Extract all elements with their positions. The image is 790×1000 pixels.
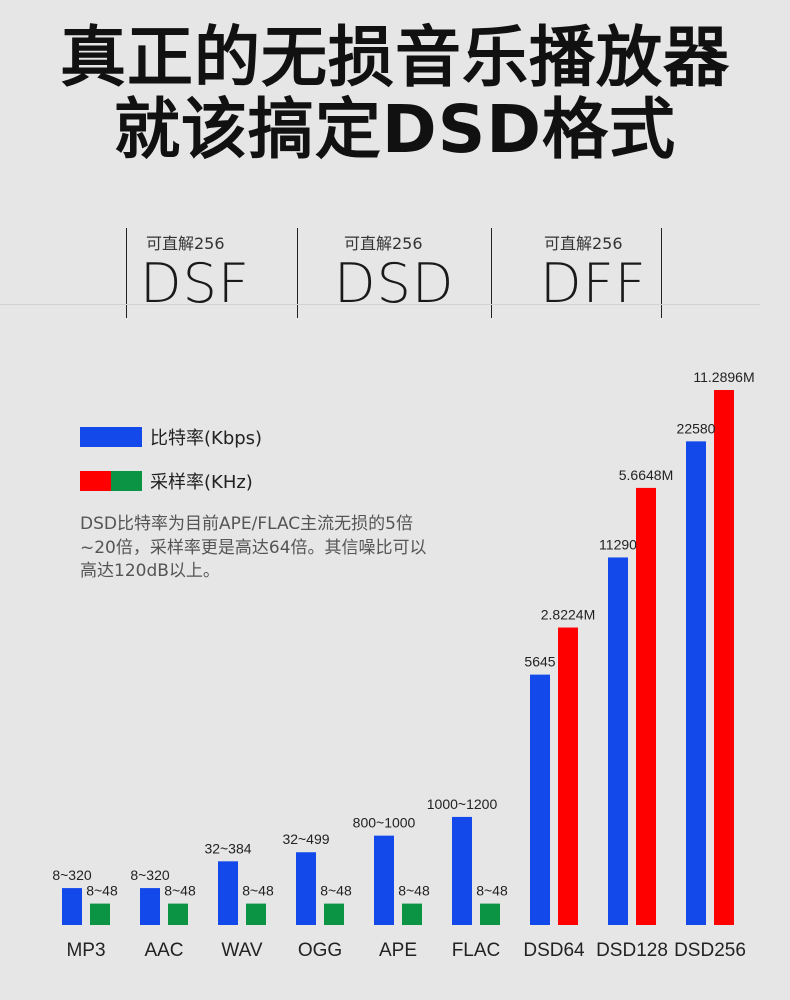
format-sub-label: 可直解256	[146, 234, 225, 253]
bar-bitrate	[218, 861, 238, 925]
data-label-bitrate: 8~320	[130, 867, 170, 883]
data-label-samplerate: 5.6648M	[619, 467, 673, 483]
data-label-bitrate: 11290	[599, 536, 637, 552]
category-label: FLAC	[452, 940, 501, 961]
bar-bitrate	[62, 888, 82, 925]
bar-bitrate	[686, 441, 706, 925]
category-label: DSD256	[674, 940, 746, 961]
chart-note: DSD比特率为目前APE/FLAC主流无损的5倍~20倍，采样率更是高达64倍。…	[80, 514, 427, 581]
bar-bitrate	[530, 674, 550, 925]
title-line-1: 真正的无损音乐播放器	[60, 19, 730, 96]
category-label: DSD128	[596, 940, 668, 961]
legend-swatch-red	[80, 471, 111, 491]
data-label-samplerate: 11.2896M	[693, 369, 754, 385]
legend-label-samplerate: 采样率(KHz)	[150, 472, 253, 493]
legend-label-bitrate: 比特率(Kbps)	[150, 428, 263, 449]
bar-bitrate	[452, 816, 472, 925]
data-label-samplerate: 2.8224M	[541, 607, 595, 623]
legend-bitrate: 比特率(Kbps)	[80, 424, 262, 450]
bar-samplerate	[324, 903, 344, 925]
category-label: OGG	[298, 940, 342, 961]
bar-bitrate	[140, 888, 160, 925]
legend-swatch-green	[111, 471, 142, 491]
data-label-samplerate: 8~48	[398, 883, 430, 899]
bar-bitrate	[296, 852, 316, 925]
data-label-bitrate: 8~320	[52, 867, 92, 883]
category-label: WAV	[221, 940, 262, 961]
format-divider	[297, 228, 298, 318]
bar-samplerate	[90, 903, 110, 925]
data-label-bitrate: 22580	[677, 420, 716, 436]
format-sub-label: 可直解256	[544, 234, 623, 253]
data-label-bitrate: 800~1000	[353, 815, 416, 831]
category-label: MP3	[66, 940, 105, 961]
bar-samplerate	[714, 390, 734, 925]
bar-samplerate	[246, 903, 266, 925]
data-label-samplerate: 8~48	[164, 883, 196, 899]
bar-samplerate	[558, 627, 578, 925]
bar-samplerate	[480, 903, 500, 925]
data-label-bitrate: 32~384	[204, 840, 251, 856]
page-title: 真正的无损音乐播放器 就该搞定DSD格式	[0, 22, 790, 166]
data-label-bitrate: 32~499	[282, 831, 329, 847]
data-label-bitrate: 1000~1200	[427, 796, 498, 812]
bar-samplerate	[636, 487, 656, 925]
format-divider	[126, 228, 127, 318]
data-label-bitrate: 5645	[524, 654, 555, 670]
format-sub-label: 可直解256	[344, 234, 423, 253]
format-divider	[491, 228, 492, 318]
section-divider	[0, 304, 760, 305]
bar-bitrate	[608, 557, 628, 925]
legend-swatch-blue	[80, 427, 142, 447]
legend-samplerate: 采样率(KHz)	[80, 468, 253, 494]
data-label-samplerate: 8~48	[476, 883, 508, 899]
data-label-samplerate: 8~48	[242, 883, 274, 899]
format-divider	[661, 228, 662, 318]
bar-samplerate	[168, 903, 188, 925]
bar-bitrate	[374, 835, 394, 925]
bar-samplerate	[402, 903, 422, 925]
data-label-samplerate: 8~48	[320, 883, 352, 899]
title-line-2: 就该搞定DSD格式	[113, 91, 677, 168]
category-label: APE	[379, 940, 417, 961]
category-label: DSD64	[523, 940, 585, 961]
data-label-samplerate: 8~48	[86, 883, 118, 899]
category-label: AAC	[144, 940, 183, 961]
